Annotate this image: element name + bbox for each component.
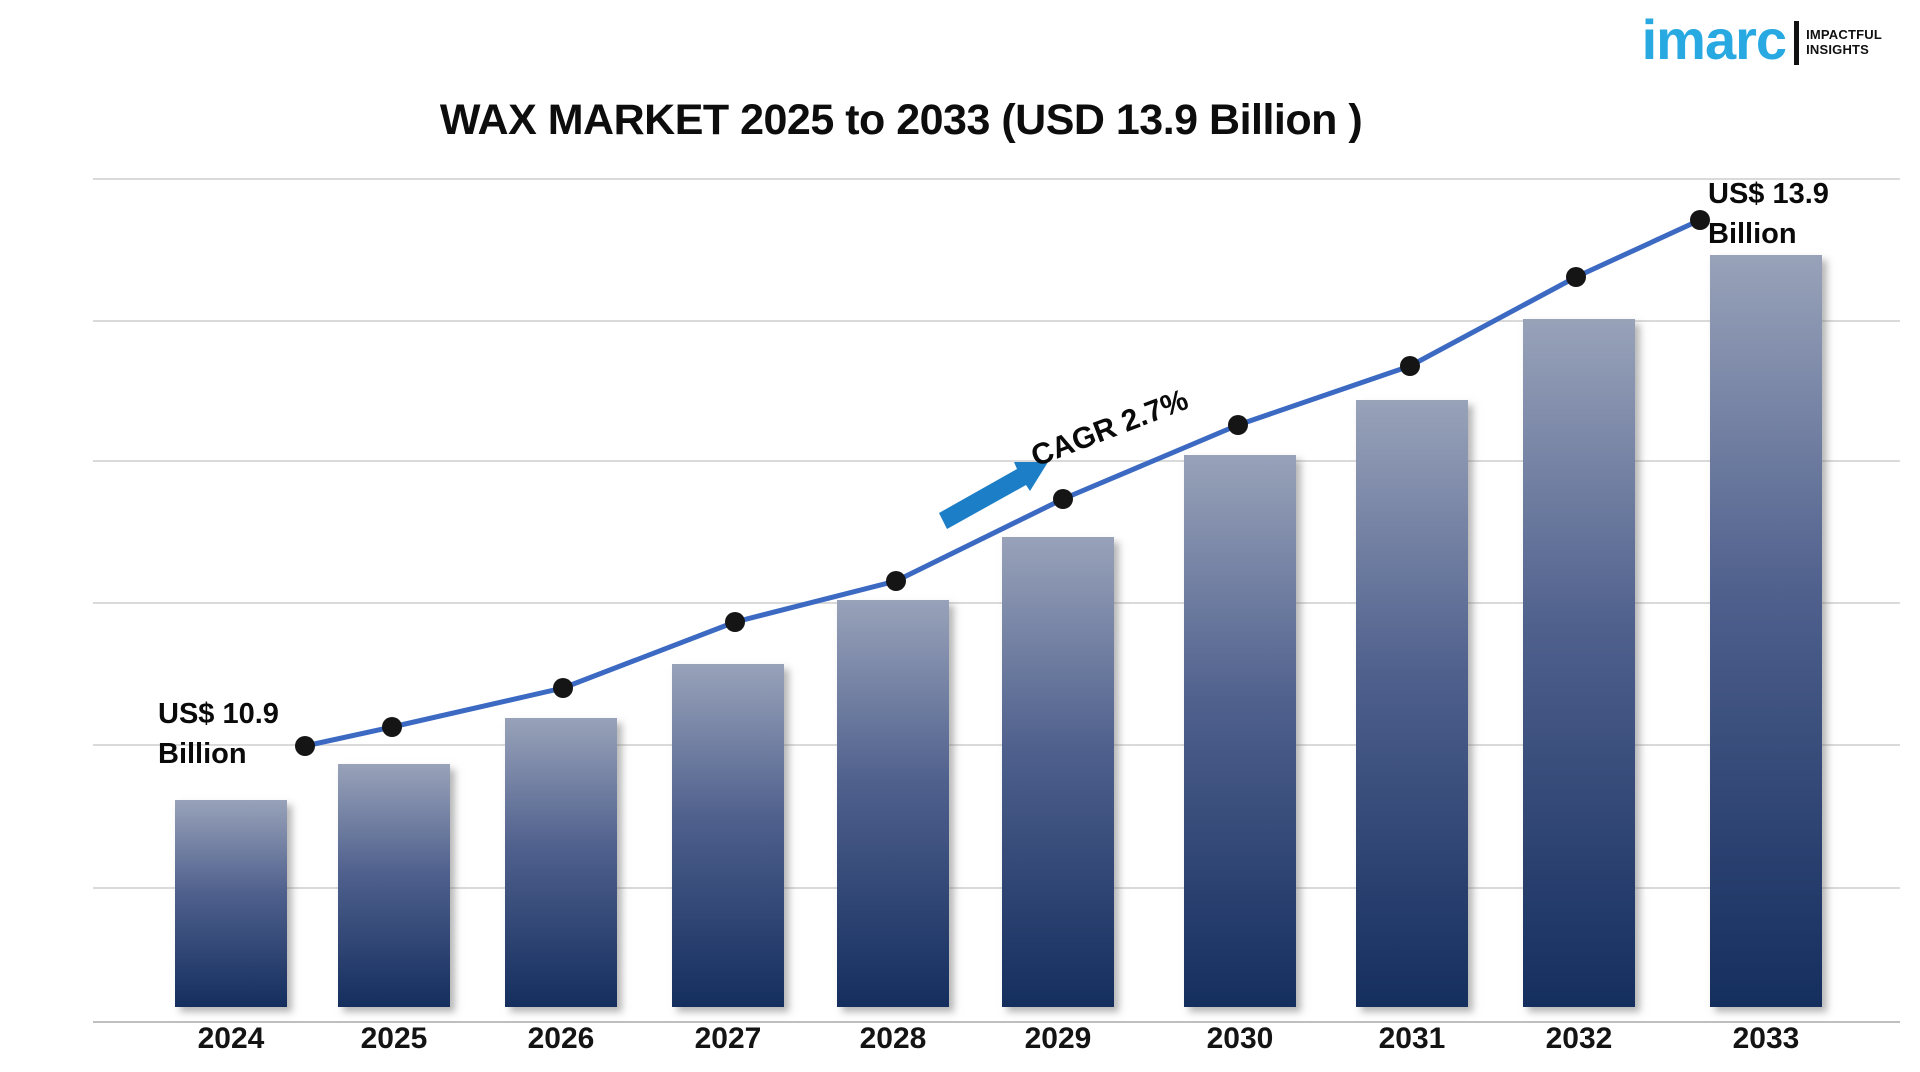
x-axis-label-2032: 2032 (1545, 1022, 1613, 1055)
chart-title: WAX MARKET 2025 to 2033 (USD 13.9 Billio… (439, 96, 1363, 144)
x-axis-label-2025: 2025 (360, 1022, 428, 1055)
end-value-line2: Billion (1708, 218, 1797, 250)
bar-2025 (338, 764, 450, 1007)
x-axis-line (93, 1021, 1900, 1023)
logo-divider (1794, 21, 1800, 65)
bar-2029 (1002, 537, 1114, 1007)
x-axis-label-2028: 2028 (859, 1022, 927, 1055)
x-axis-label-2027: 2027 (694, 1022, 762, 1055)
bar-2032 (1523, 319, 1635, 1007)
x-axis-label-2030: 2030 (1206, 1022, 1274, 1055)
end-value-label: US$ 13.9 Billion (1708, 174, 1829, 254)
imarc-wordmark: imarc (1641, 8, 1787, 71)
bar-2030 (1184, 455, 1296, 1007)
bar-2026 (505, 718, 617, 1007)
bar-2024 (175, 800, 287, 1007)
imarc-logo: imarc IMPACTFUL INSIGHTS (1642, 12, 1882, 68)
bar-2033 (1710, 255, 1822, 1007)
logo-tagline-line2: INSIGHTS (1806, 42, 1870, 57)
gridline-5 (93, 887, 1900, 889)
logo-tagline-line1: IMPACTFUL (1806, 27, 1882, 43)
start-value-line1: US$ 10.9 (158, 698, 279, 730)
logo-tagline: IMPACTFUL INSIGHTS (1806, 27, 1882, 58)
bar-2031 (1356, 400, 1468, 1007)
start-value-label: US$ 10.9 Billion (158, 694, 279, 774)
x-axis-label-2031: 2031 (1378, 1022, 1446, 1055)
bar-2028 (837, 600, 949, 1007)
end-value-line1: US$ 13.9 (1708, 178, 1829, 210)
x-axis-label-2024: 2024 (197, 1022, 265, 1055)
bar-2027 (672, 664, 784, 1007)
start-value-line2: Billion (158, 738, 247, 770)
x-axis-label-2026: 2026 (527, 1022, 595, 1055)
gridline-0 (93, 178, 1900, 180)
x-axis-label-2029: 2029 (1024, 1022, 1092, 1055)
x-axis-label-2033: 2033 (1732, 1022, 1800, 1055)
